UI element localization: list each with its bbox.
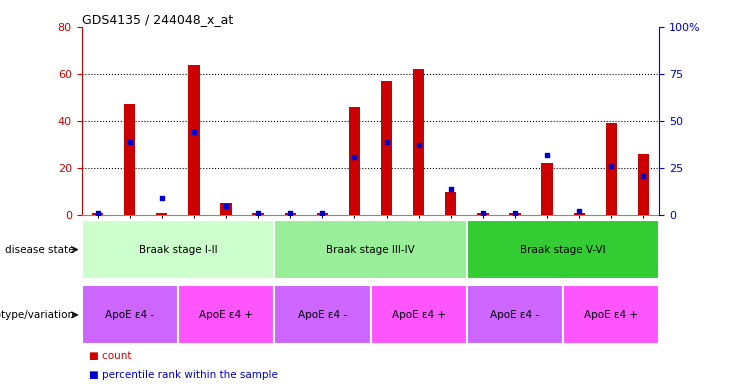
- Text: GDS4135 / 244048_x_at: GDS4135 / 244048_x_at: [82, 13, 233, 26]
- Bar: [178, 285, 274, 344]
- Text: Braak stage V-VI: Braak stage V-VI: [520, 245, 606, 255]
- Bar: [220, 203, 232, 215]
- Point: [509, 210, 521, 216]
- Bar: [605, 123, 617, 215]
- Bar: [82, 220, 274, 279]
- Point: [541, 152, 553, 158]
- Bar: [188, 65, 199, 215]
- Point: [637, 172, 649, 179]
- Point: [156, 195, 167, 201]
- Bar: [370, 285, 467, 344]
- Bar: [638, 154, 649, 215]
- Bar: [92, 213, 103, 215]
- Text: ■ count: ■ count: [89, 351, 131, 361]
- Bar: [381, 81, 392, 215]
- Bar: [574, 213, 585, 215]
- Bar: [477, 213, 488, 215]
- Point: [220, 203, 232, 209]
- Point: [605, 163, 617, 169]
- Text: ApoE ε4 -: ApoE ε4 -: [105, 310, 154, 320]
- Bar: [349, 107, 360, 215]
- Bar: [542, 163, 553, 215]
- Bar: [274, 285, 370, 344]
- Point: [252, 210, 264, 216]
- Text: Braak stage I-II: Braak stage I-II: [139, 245, 217, 255]
- Bar: [563, 285, 659, 344]
- Text: ApoE ε4 +: ApoE ε4 +: [199, 310, 253, 320]
- Text: ApoE ε4 -: ApoE ε4 -: [298, 310, 347, 320]
- Point: [348, 154, 360, 160]
- Point: [124, 139, 136, 145]
- Text: ■ percentile rank within the sample: ■ percentile rank within the sample: [89, 370, 278, 380]
- Text: disease state: disease state: [4, 245, 74, 255]
- Point: [381, 139, 393, 145]
- Point: [445, 185, 456, 192]
- Bar: [156, 213, 167, 215]
- Text: genotype/variation: genotype/variation: [0, 310, 74, 320]
- Point: [316, 210, 328, 216]
- Point: [92, 210, 104, 216]
- Point: [188, 129, 200, 135]
- Bar: [124, 104, 136, 215]
- Bar: [445, 192, 456, 215]
- Bar: [253, 213, 264, 215]
- Bar: [509, 213, 521, 215]
- Point: [413, 142, 425, 149]
- Bar: [467, 285, 563, 344]
- Bar: [316, 213, 328, 215]
- Text: ApoE ε4 +: ApoE ε4 +: [585, 310, 638, 320]
- Bar: [285, 213, 296, 215]
- Bar: [413, 69, 425, 215]
- Point: [477, 210, 489, 216]
- Text: ApoE ε4 +: ApoE ε4 +: [392, 310, 445, 320]
- Bar: [467, 220, 659, 279]
- Text: ApoE ε4 -: ApoE ε4 -: [491, 310, 539, 320]
- Point: [574, 208, 585, 214]
- Bar: [82, 285, 178, 344]
- Point: [285, 210, 296, 216]
- Text: Braak stage III-IV: Braak stage III-IV: [326, 245, 415, 255]
- Bar: [274, 220, 467, 279]
